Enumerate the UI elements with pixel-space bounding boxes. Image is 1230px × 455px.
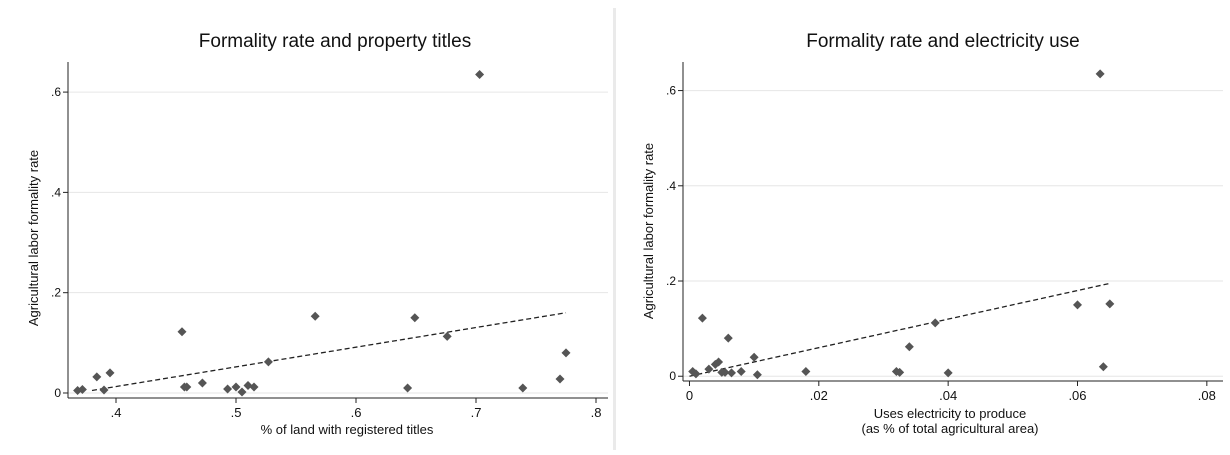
scatter-point (105, 368, 115, 378)
scatter-point (691, 369, 701, 379)
scatter-point (704, 364, 714, 374)
scatter-point (1105, 299, 1115, 309)
scatter-point (99, 385, 109, 395)
scatter-point (410, 313, 420, 323)
scatter-point (752, 370, 762, 380)
x-tick-label: .4 (111, 405, 122, 420)
x-tick-label: .02 (810, 388, 828, 403)
scatter-point (714, 357, 724, 367)
plot-background (683, 62, 1223, 381)
plot-background (68, 62, 608, 398)
y-axis-label: Agricultural labor formality rate (641, 143, 656, 319)
x-axis-label-line2: (as % of total agricultural area) (861, 421, 1038, 436)
scatter-point (77, 384, 87, 394)
scatter-point (1098, 362, 1108, 372)
scatter-point (895, 367, 905, 377)
fit-line (91, 312, 567, 392)
scatter-point (555, 374, 565, 384)
scatter-point (197, 378, 207, 388)
y-tick-label: 0 (54, 386, 61, 400)
chart-title: Formality rate and electricity use (806, 31, 1080, 52)
x-tick-label: .04 (939, 388, 957, 403)
chart-panel-electricity-use: 0 .2 .4 .6 0 .02 .04 .06 .08 Formality rate and … (615, 0, 1230, 450)
chart-title: Formality rate and property titles (199, 31, 471, 52)
y-axis-label: Agricultural labor formality rate (26, 150, 41, 326)
scatter-point (1095, 69, 1105, 79)
y-tick-label: .2 (51, 286, 61, 300)
scatter-point (403, 383, 413, 393)
y-tick-label: .6 (51, 85, 61, 99)
y-tick-label: .2 (666, 274, 676, 288)
x-axis-label: % of land with registered titles (261, 422, 434, 437)
y-tick-label: .4 (51, 185, 61, 199)
scatter-point (1072, 300, 1082, 310)
scatter-point (518, 383, 528, 393)
scatter-point (749, 352, 759, 362)
scatter-point (310, 311, 320, 321)
x-tick-label: .08 (1198, 388, 1216, 403)
plot-area: 0 .2 .4 .6 0 .02 .04 .06 .08 (666, 62, 1223, 403)
scatter-point (442, 331, 452, 341)
scatter-point (904, 342, 914, 352)
scatter-point (182, 382, 192, 392)
scatter-point (231, 382, 241, 392)
x-tick-label: 0 (686, 388, 693, 403)
panel-divider (613, 8, 616, 450)
x-axis-label: Uses electricity to produce (874, 406, 1026, 421)
scatter-point (263, 357, 273, 367)
plot-area: 0 .2 .4 .6 .4 .5 .6 .7 .8 (51, 62, 608, 420)
scatter-point (688, 366, 698, 376)
scatter-chart-property-titles: 0 .2 .4 .6 .4 .5 .6 .7 .8 Formality rate and pro… (26, 31, 608, 437)
scatter-point (736, 366, 746, 376)
scatter-point (697, 313, 707, 323)
scatter-point (943, 368, 953, 378)
x-tick-label: .5 (231, 405, 242, 420)
scatter-point (727, 368, 737, 378)
x-tick-label: .7 (471, 405, 482, 420)
chart-panel-property-titles: 0 .2 .4 .6 .4 .5 .6 .7 .8 Formality rate and pro… (0, 0, 615, 450)
x-tick-label: .8 (591, 405, 602, 420)
scatter-point (223, 384, 233, 394)
y-tick-label: 0 (669, 369, 676, 383)
scatter-point (801, 366, 811, 376)
scatter-point (561, 348, 571, 358)
scatter-point (475, 70, 485, 80)
scatter-point (237, 387, 247, 397)
scatter-point (92, 372, 102, 382)
x-tick-label: .6 (351, 405, 362, 420)
scatter-point (177, 327, 187, 337)
scatter-point (720, 367, 730, 377)
x-tick-label: .06 (1068, 388, 1086, 403)
scatter-point (930, 318, 940, 328)
scatter-chart-electricity-use: 0 .2 .4 .6 0 .02 .04 .06 .08 Formality rate and … (641, 31, 1223, 436)
scatter-point (723, 333, 733, 343)
scatter-point (249, 382, 259, 392)
y-tick-label: .4 (666, 179, 676, 193)
y-tick-label: .6 (666, 84, 676, 98)
